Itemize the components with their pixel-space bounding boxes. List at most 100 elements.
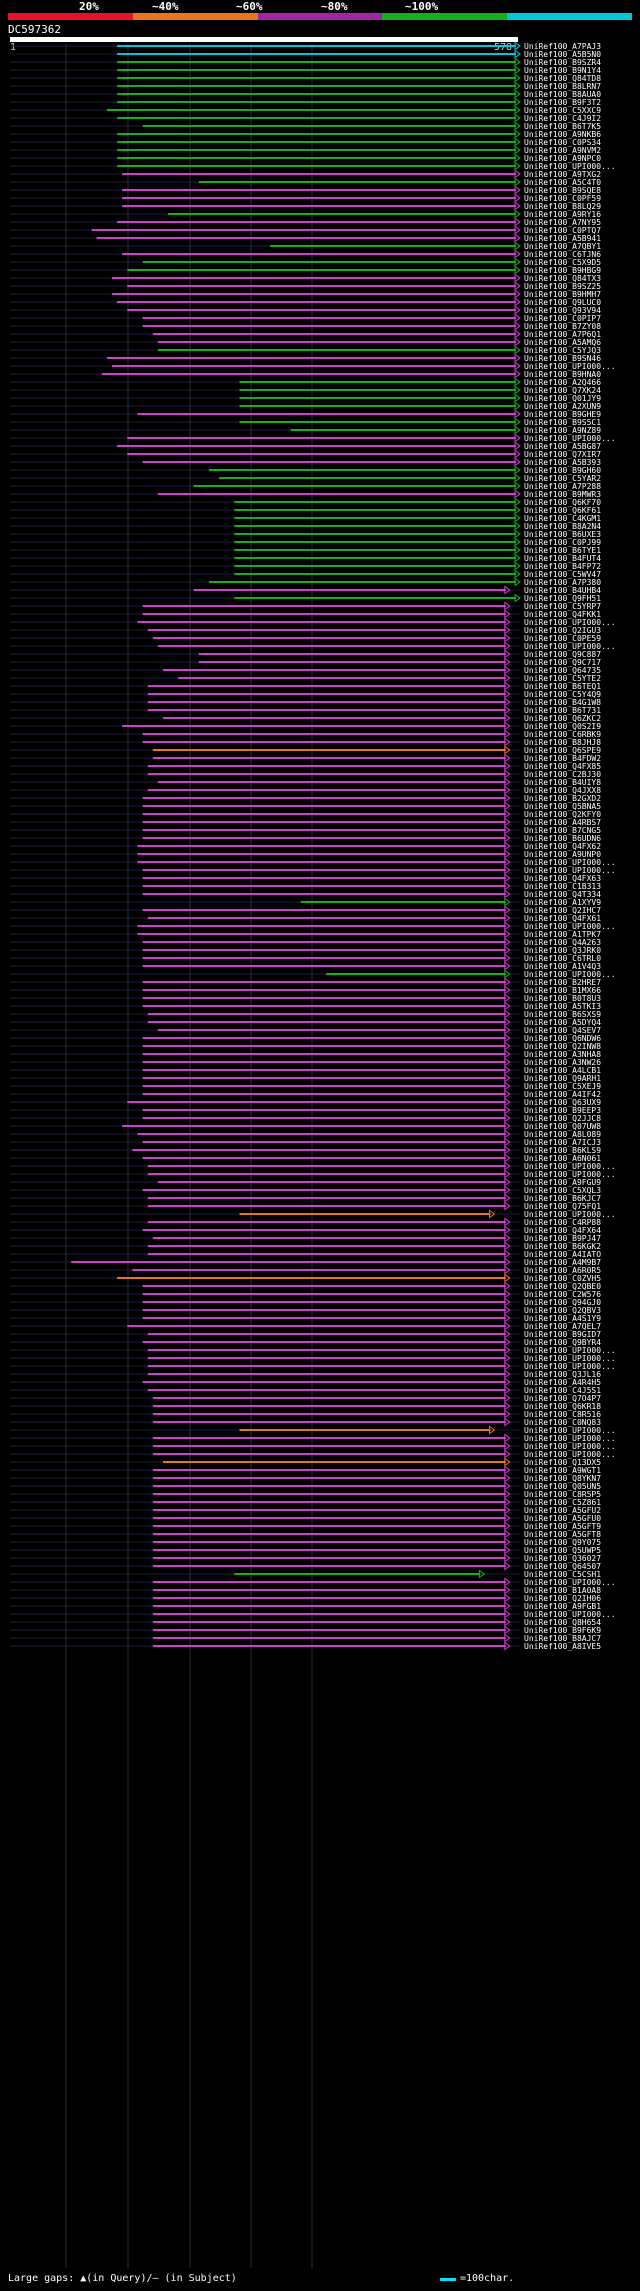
hit-label[interactable]: UniRef100_B9PJ47 [524,1234,601,1243]
hit-label[interactable]: UniRef100_A7PAJ3 [524,42,601,51]
hit-row[interactable]: UniRef100_Q9C717 [10,657,601,667]
hit-row[interactable]: UniRef100_C5YJQ3 [10,345,601,355]
hit-row[interactable]: UniRef100_A4M9B7 [10,1257,601,1267]
hit-label[interactable]: UniRef100_Q5UWP5 [524,1546,601,1555]
hit-row[interactable]: UniRef100_Q4T334 [10,889,601,899]
hit-row[interactable]: UniRef100_UPI000... [10,1345,616,1355]
hit-label[interactable]: UniRef100_UPI000... [524,434,616,443]
hit-row[interactable]: UniRef100_UPI000... [10,361,616,371]
hit-row[interactable]: UniRef100_UPI000... [10,857,616,867]
hit-label[interactable]: UniRef100_C5XXC9 [524,106,601,115]
hit-row[interactable]: UniRef100_UPI000... [10,1441,616,1451]
hit-label[interactable]: UniRef100_B9SQE8 [524,186,601,195]
hit-row[interactable]: UniRef100_C5XXC9 [10,105,601,115]
hit-row[interactable]: UniRef100_B9N1Y4 [10,65,601,75]
hit-row[interactable]: UniRef100_Q8H654 [10,1617,601,1627]
hit-label[interactable]: UniRef100_Q7O4P7 [524,1394,601,1403]
hit-row[interactable]: UniRef100_Q9LUC0 [10,297,601,307]
hit-label[interactable]: UniRef100_A5BG87 [524,442,601,451]
hit-label[interactable]: UniRef100_C5Z861 [524,1498,601,1507]
hit-row[interactable]: UniRef100_UPI000... [10,161,616,171]
hit-label[interactable]: UniRef100_B6T731 [524,706,601,715]
hit-label[interactable]: UniRef100_Q0S2I9 [524,722,601,731]
hit-row[interactable]: UniRef100_A5B5N0 [10,49,601,59]
hit-row[interactable]: UniRef100_B0T8U3 [10,993,601,1003]
hit-row[interactable]: UniRef100_C8R5P5 [10,1489,601,1499]
hit-row[interactable]: UniRef100_A9FGB1 [10,1601,601,1611]
hit-row[interactable]: UniRef100_C1B313 [10,881,601,891]
hit-label[interactable]: UniRef100_A5C4T0 [524,178,601,187]
hit-label[interactable]: UniRef100_Q4FKK1 [524,610,601,619]
hit-label[interactable]: UniRef100_A1TPK7 [524,930,601,939]
hit-row[interactable]: UniRef100_B9HBG9 [10,265,601,275]
hit-label[interactable]: UniRef100_C1B313 [524,882,601,891]
hit-label[interactable]: UniRef100_A4R4H5 [524,1378,601,1387]
hit-row[interactable]: UniRef100_Q4FX64 [10,1225,601,1235]
hit-label[interactable]: UniRef100_UPI000... [524,1450,616,1459]
hit-row[interactable]: UniRef100_Q9Y075 [10,1537,601,1547]
hit-label[interactable]: UniRef100_C5YAR2 [524,474,601,483]
hit-label[interactable]: UniRef100_Q2QBE0 [524,1282,601,1291]
hit-label[interactable]: UniRef100_A6N061 [524,1154,601,1163]
hit-row[interactable]: UniRef100_C5XQL3 [10,1185,601,1195]
hit-row[interactable]: UniRef100_Q01JY9 [10,393,601,403]
hit-row[interactable]: UniRef100_UPI000... [10,969,616,979]
hit-row[interactable]: UniRef100_B4FUT4 [10,553,601,563]
hit-row[interactable]: UniRef100_B6T7K5 [10,121,601,131]
hit-row[interactable]: UniRef100_A3NW26 [10,1057,601,1067]
hit-row[interactable]: UniRef100_B6T731 [10,705,601,715]
hit-label[interactable]: UniRef100_B6UDN6 [524,834,601,843]
hit-row[interactable]: UniRef100_C2W576 [10,1289,601,1299]
hit-row[interactable]: UniRef100_Q2QBV3 [10,1305,601,1315]
hit-label[interactable]: UniRef100_Q13DX5 [524,1458,601,1467]
hit-row[interactable]: UniRef100_B9SZ25 [10,281,601,291]
hit-label[interactable]: UniRef100_A5GFT8 [524,1530,601,1539]
hit-label[interactable]: UniRef100_UPI000... [524,1210,616,1219]
hit-label[interactable]: UniRef100_UPI000... [524,362,616,371]
hit-label[interactable]: UniRef100_A4IATO [524,1250,601,1259]
hit-label[interactable]: UniRef100_A2XUN9 [524,402,601,411]
hit-label[interactable]: UniRef100_Q9Y075 [524,1538,601,1547]
hit-row[interactable]: UniRef100_A9NPC0 [10,153,601,163]
hit-label[interactable]: UniRef100_B9GID7 [524,1330,601,1339]
hit-row[interactable]: UniRef100_A4RBS7 [10,817,601,827]
hit-row[interactable]: UniRef100_UPI000... [10,1361,616,1371]
hit-label[interactable]: UniRef100_A7ICJ3 [524,1138,601,1147]
hit-label[interactable]: UniRef100_B4FUT4 [524,554,601,563]
hit-label[interactable]: UniRef100_A4LCB1 [524,1066,601,1075]
hit-row[interactable]: UniRef100_C5WV47 [10,569,601,579]
hit-row[interactable]: UniRef100_B6SXS9 [10,1009,601,1019]
hit-row[interactable]: UniRef100_C8R516 [10,1409,601,1419]
hit-label[interactable]: UniRef100_A4M9B7 [524,1258,601,1267]
hit-label[interactable]: UniRef100_Q2INW8 [524,1042,601,1051]
hit-row[interactable]: UniRef100_Q93V94 [10,305,601,315]
hit-label[interactable]: UniRef100_A8L089 [524,1130,601,1139]
hit-row[interactable]: UniRef100_Q4A263 [10,937,601,947]
hit-label[interactable]: UniRef100_B6UXE3 [524,530,601,539]
hit-row[interactable]: UniRef100_B9PJ47 [10,1233,601,1243]
hit-row[interactable]: UniRef100_A9NZ89 [10,425,601,435]
hit-row[interactable]: UniRef100_A9RY16 [10,209,601,219]
hit-row[interactable]: UniRef100_A8IVE5 [10,1641,601,1651]
hit-label[interactable]: UniRef100_C0NQ83 [524,1418,601,1427]
hit-row[interactable]: UniRef100_Q2QBE0 [10,1281,601,1291]
hit-label[interactable]: UniRef100_B9F6K9 [524,1626,601,1635]
hit-row[interactable]: UniRef100_C5YAR2 [10,473,601,483]
hit-label[interactable]: UniRef100_A9TXG2 [524,170,601,179]
hit-label[interactable]: UniRef100_C0PF59 [524,194,601,203]
hit-label[interactable]: UniRef100_C2BJ30 [524,770,601,779]
hit-label[interactable]: UniRef100_A9FGB1 [524,1602,601,1611]
hit-row[interactable]: UniRef100_C5YTE2 [10,673,601,683]
hit-label[interactable]: UniRef100_UPI000... [524,970,616,979]
hit-row[interactable]: UniRef100_B9HNA0 [10,369,601,379]
hit-label[interactable]: UniRef100_A5B941 [524,234,601,243]
hit-label[interactable]: UniRef100_B4G1W8 [524,698,601,707]
hit-row[interactable]: UniRef100_UPI000... [10,1169,616,1179]
hit-row[interactable]: UniRef100_B9SQE8 [10,185,601,195]
hit-label[interactable]: UniRef100_B6KGK2 [524,1242,601,1251]
hit-label[interactable]: UniRef100_C0PIP7 [524,314,601,323]
hit-row[interactable]: UniRef100_A5AMQ6 [10,337,601,347]
hit-label[interactable]: UniRef100_Q4FX64 [524,1226,601,1235]
hit-label[interactable]: UniRef100_UPI000... [524,162,616,171]
hit-row[interactable]: UniRef100_UPI000... [10,1353,616,1363]
